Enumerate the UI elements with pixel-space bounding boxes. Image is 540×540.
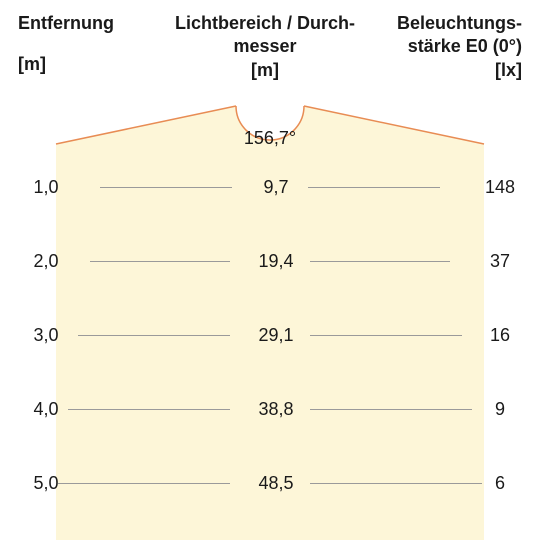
guide-line <box>310 483 482 484</box>
header-diameter-title2: messer <box>233 36 296 56</box>
data-rows: 1,09,71482,019,4373,029,1164,038,895,048… <box>0 150 540 520</box>
diameter-text: 9,7 <box>263 177 288 197</box>
data-row: 3,029,116 <box>0 298 540 372</box>
header-illum-unit: [lx] <box>390 59 522 82</box>
header-distance-title: Entfernung <box>18 13 114 33</box>
guide-line <box>310 409 472 410</box>
guide-line <box>68 409 230 410</box>
guide-line <box>310 335 462 336</box>
data-row: 1,0 9,7 148 <box>0 150 540 224</box>
guide-line <box>78 335 230 336</box>
illuminance-value: 9 <box>460 399 540 420</box>
data-row: 2,0 19,4 37 <box>0 224 540 298</box>
distance-value: 2,0 <box>0 251 92 272</box>
header-diameter: Lichtbereich / Durch- messer [m] <box>140 12 390 82</box>
guide-line <box>100 187 232 188</box>
diameter-text: 38,8 <box>258 399 293 419</box>
diameter-text: 29,1 <box>258 325 293 345</box>
guide-line <box>308 187 440 188</box>
diameter-text: 48,5 <box>258 473 293 493</box>
diameter-text: 19,4 <box>258 251 293 271</box>
guide-line <box>58 483 230 484</box>
guide-line <box>90 261 230 262</box>
header-illum-title1: Beleuchtungs- <box>397 13 522 33</box>
header-row: Entfernung [m] Lichtbereich / Durch- mes… <box>0 12 540 82</box>
header-illum-title2: stärke E0 (0°) <box>408 36 522 56</box>
data-row: 5,048,56 <box>0 446 540 520</box>
header-diameter-unit: [m] <box>140 59 390 82</box>
header-illuminance: Beleuchtungs- stärke E0 (0°) [lx] <box>390 12 540 82</box>
header-diameter-title1: Lichtbereich / Durch- <box>175 13 355 33</box>
illuminance-value: 37 <box>460 251 540 272</box>
beam-angle-label: 156,7° <box>0 128 540 149</box>
illuminance-value: 148 <box>460 177 540 198</box>
header-distance-unit: [m] <box>18 53 140 76</box>
illuminance-value: 16 <box>460 325 540 346</box>
header-distance: Entfernung [m] <box>0 12 140 82</box>
guide-line <box>310 261 450 262</box>
data-row: 4,038,89 <box>0 372 540 446</box>
distance-value: 1,0 <box>0 177 92 198</box>
